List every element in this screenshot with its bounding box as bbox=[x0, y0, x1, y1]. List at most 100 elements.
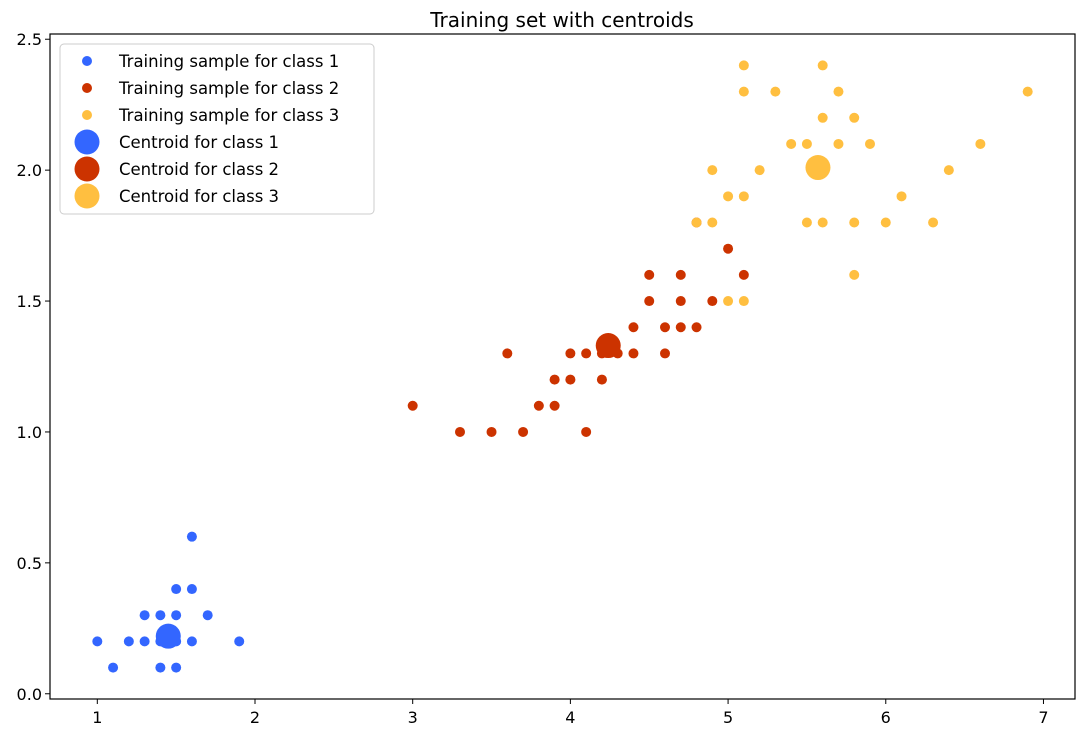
legend-label-1: Training sample for class 1 bbox=[118, 52, 339, 71]
legend-label-3: Training sample for class 3 bbox=[118, 106, 339, 125]
plot-frame bbox=[49, 33, 1076, 700]
sample-point-2 bbox=[691, 322, 702, 333]
sample-point-1 bbox=[139, 610, 150, 621]
sample-point-1 bbox=[123, 636, 134, 647]
axes-layer: 1 2 3 4 5 6 7 0.0 0.5 1.0 1.5 2.0 2.5 bbox=[17, 30, 1076, 727]
y-tick-label: 0.0 bbox=[17, 685, 42, 704]
sample-point-3 bbox=[833, 138, 844, 149]
y-tick-label: 2.5 bbox=[17, 30, 42, 49]
sample-point-1 bbox=[234, 636, 245, 647]
x-tick-label: 6 bbox=[881, 708, 891, 727]
sample-point-1 bbox=[171, 662, 182, 673]
x-tick-label: 3 bbox=[408, 708, 418, 727]
sample-point-3 bbox=[849, 112, 860, 123]
sample-point-3 bbox=[896, 191, 907, 202]
legend-label-5: Centroid for class 2 bbox=[119, 160, 279, 179]
legend-label-2: Training sample for class 2 bbox=[118, 79, 339, 98]
legend-marker-5 bbox=[74, 156, 100, 182]
sample-point-2 bbox=[628, 348, 639, 359]
sample-point-2 bbox=[644, 269, 655, 280]
chart-title: Training set with centroids bbox=[429, 8, 694, 32]
sample-point-3 bbox=[723, 191, 734, 202]
sample-point-2 bbox=[644, 296, 655, 307]
centroid-point-6 bbox=[805, 155, 831, 181]
sample-point-1 bbox=[155, 662, 166, 673]
sample-point-3 bbox=[943, 165, 954, 176]
sample-point-3 bbox=[880, 217, 891, 228]
sample-point-1 bbox=[139, 636, 150, 647]
centroid-point-5 bbox=[595, 333, 621, 359]
sample-point-3 bbox=[817, 217, 828, 228]
legend-marker-2 bbox=[82, 83, 92, 93]
sample-point-3 bbox=[786, 138, 797, 149]
sample-point-1 bbox=[171, 610, 182, 621]
legend-marker-4 bbox=[74, 129, 100, 155]
sample-point-2 bbox=[675, 269, 686, 280]
legend-label-6: Centroid for class 3 bbox=[119, 187, 279, 206]
sample-point-3 bbox=[770, 86, 781, 97]
sample-point-2 bbox=[723, 243, 734, 254]
y-tick-label: 1.5 bbox=[17, 292, 42, 311]
sample-point-2 bbox=[549, 400, 560, 411]
sample-point-3 bbox=[1022, 86, 1033, 97]
sample-point-1 bbox=[186, 584, 197, 595]
sample-point-3 bbox=[738, 60, 749, 71]
sample-point-3 bbox=[691, 217, 702, 228]
x-tick-label: 1 bbox=[92, 708, 102, 727]
sample-point-3 bbox=[738, 296, 749, 307]
sample-point-2 bbox=[502, 348, 513, 359]
sample-point-2 bbox=[565, 348, 576, 359]
sample-point-3 bbox=[849, 217, 860, 228]
sample-point-3 bbox=[975, 138, 986, 149]
x-tick-label: 4 bbox=[565, 708, 575, 727]
sample-point-1 bbox=[186, 531, 197, 542]
sample-point-2 bbox=[707, 296, 718, 307]
sample-point-2 bbox=[675, 296, 686, 307]
sample-point-1 bbox=[202, 610, 213, 621]
legend-marker-1 bbox=[82, 56, 92, 66]
sample-point-2 bbox=[565, 374, 576, 385]
sample-point-3 bbox=[738, 191, 749, 202]
legend-marker-6 bbox=[74, 183, 100, 209]
sample-point-2 bbox=[518, 426, 529, 437]
sample-point-2 bbox=[533, 400, 544, 411]
y-tick-label: 2.0 bbox=[17, 161, 42, 180]
sample-point-1 bbox=[155, 610, 166, 621]
sample-point-3 bbox=[723, 296, 734, 307]
sample-point-3 bbox=[817, 112, 828, 123]
sample-point-2 bbox=[596, 374, 607, 385]
centroid-point-4 bbox=[155, 623, 181, 649]
sample-point-3 bbox=[833, 86, 844, 97]
sample-point-2 bbox=[581, 348, 592, 359]
sample-point-2 bbox=[675, 322, 686, 333]
sample-point-3 bbox=[738, 86, 749, 97]
legend-box bbox=[59, 43, 375, 215]
sample-point-3 bbox=[817, 60, 828, 71]
sample-point-1 bbox=[108, 662, 119, 673]
sample-point-3 bbox=[707, 165, 718, 176]
sample-point-3 bbox=[801, 138, 812, 149]
sample-point-2 bbox=[549, 374, 560, 385]
x-tick-label: 7 bbox=[1038, 708, 1048, 727]
sample-point-2 bbox=[628, 322, 639, 333]
sample-point-2 bbox=[486, 426, 497, 437]
y-tick-label: 1.0 bbox=[17, 423, 42, 442]
y-tick-label: 0.5 bbox=[17, 554, 42, 573]
sample-point-1 bbox=[92, 636, 103, 647]
sample-point-2 bbox=[581, 426, 592, 437]
legend-marker-3 bbox=[82, 110, 92, 120]
sample-point-1 bbox=[186, 636, 197, 647]
legend: Training sample for class 1 Training samp… bbox=[59, 43, 375, 215]
points-layer bbox=[92, 60, 1033, 673]
sample-point-2 bbox=[738, 269, 749, 280]
x-tick-label: 2 bbox=[250, 708, 260, 727]
sample-point-3 bbox=[754, 165, 765, 176]
x-tick-label: 5 bbox=[723, 708, 733, 727]
sample-point-1 bbox=[171, 584, 182, 595]
sample-point-3 bbox=[707, 217, 718, 228]
sample-point-3 bbox=[801, 217, 812, 228]
sample-point-3 bbox=[865, 138, 875, 149]
legend-label-4: Centroid for class 1 bbox=[119, 133, 279, 152]
sample-point-2 bbox=[455, 426, 465, 437]
